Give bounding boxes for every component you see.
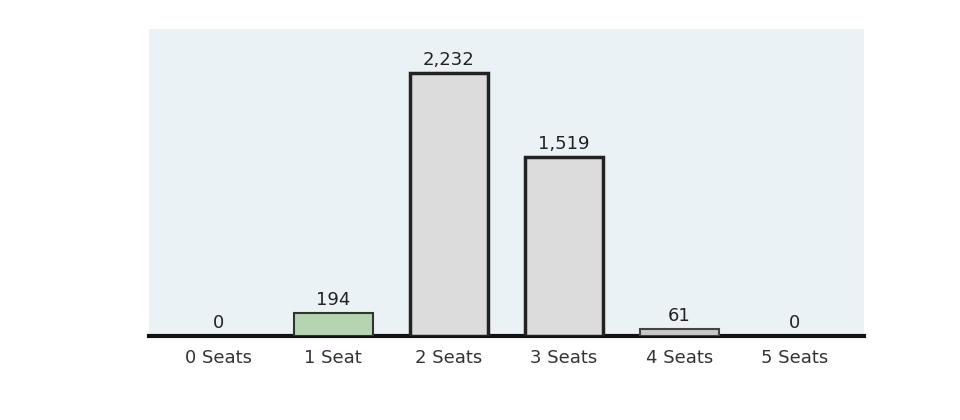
Bar	[525, 157, 603, 336]
Text: 0: 0	[212, 314, 224, 332]
Text: 61: 61	[668, 307, 691, 325]
Text: 0: 0	[789, 314, 801, 332]
Text: 194: 194	[316, 291, 350, 309]
Text: 1,519: 1,519	[539, 135, 589, 153]
Bar	[410, 73, 488, 336]
Bar	[640, 329, 719, 336]
Bar	[294, 313, 372, 336]
Text: 2,232: 2,232	[422, 51, 474, 68]
